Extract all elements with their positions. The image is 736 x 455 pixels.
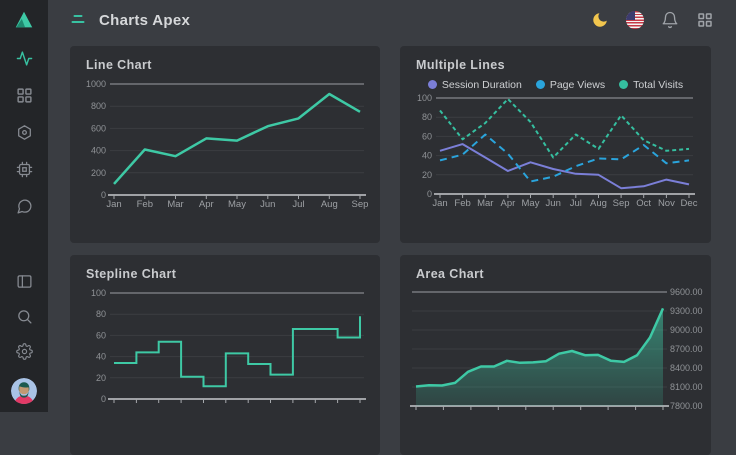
bell-icon[interactable] — [661, 11, 679, 29]
svg-text:Sep: Sep — [352, 199, 369, 210]
svg-text:7800.00: 7800.00 — [670, 401, 703, 411]
box-3d-icon[interactable] — [16, 124, 33, 141]
svg-text:Dec: Dec — [681, 198, 698, 209]
svg-text:Mar: Mar — [477, 198, 493, 209]
chat-icon[interactable] — [16, 198, 33, 215]
svg-text:1000: 1000 — [86, 79, 106, 89]
line-chart-card: Line Chart 0 200 400 600 800 1000 Jan Feb Mar Apr… — [70, 46, 380, 243]
sidebar-nav — [16, 50, 33, 215]
svg-text:60: 60 — [422, 131, 432, 141]
settings-icon[interactable] — [15, 343, 33, 360]
chart-svg: 0 20 40 60 80 100 — [91, 288, 366, 404]
header: Charts Apex — [48, 0, 736, 40]
svg-text:Aug: Aug — [590, 198, 607, 209]
svg-text:100: 100 — [91, 288, 106, 298]
svg-text:0: 0 — [101, 190, 106, 200]
svg-text:Jun: Jun — [260, 199, 275, 210]
svg-text:0: 0 — [101, 394, 106, 404]
stepline-chart-canvas: 0 20 40 60 80 100 — [84, 287, 366, 415]
svg-text:Apr: Apr — [501, 198, 516, 209]
us-flag-icon[interactable] — [626, 11, 644, 29]
svg-text:Jul: Jul — [570, 198, 582, 209]
sidebar-bottom — [11, 273, 37, 412]
search-icon[interactable] — [16, 308, 33, 325]
svg-text:Jan: Jan — [106, 199, 121, 210]
svg-text:Nov: Nov — [658, 198, 675, 209]
legend-dot — [535, 80, 545, 89]
svg-text:60: 60 — [96, 330, 106, 340]
multiple-lines-canvas: 0 20 40 60 80 100 Jan Feb Mar Apr May Jun Jul Aug Sep O… — [414, 93, 698, 213]
legend-item[interactable]: Total Visits — [619, 79, 683, 91]
svg-text:800: 800 — [91, 101, 106, 111]
card-title: Stepline Chart — [86, 267, 177, 281]
svg-text:8700.00: 8700.00 — [670, 344, 703, 354]
menu-toggle-icon[interactable] — [70, 14, 86, 26]
activity-icon[interactable] — [16, 50, 33, 67]
area-chart-card: Area Chart 7800.00 8100.00 8400.00 8700.00 9… — [400, 255, 711, 455]
svg-text:200: 200 — [91, 168, 106, 178]
svg-text:400: 400 — [91, 146, 106, 156]
card-title: Multiple Lines — [416, 58, 505, 72]
legend-dot — [619, 80, 629, 89]
chart-svg: 7800.00 8100.00 8400.00 8700.00 9000.00 9300.… — [410, 287, 703, 411]
svg-text:0: 0 — [427, 189, 432, 199]
svg-text:May: May — [522, 198, 540, 209]
svg-text:600: 600 — [91, 123, 106, 133]
svg-text:Jan: Jan — [432, 198, 447, 209]
svg-text:Jun: Jun — [546, 198, 561, 209]
svg-text:40: 40 — [96, 352, 106, 362]
apps-grid-icon[interactable] — [696, 11, 714, 29]
line-chart-canvas: 0 200 400 600 800 1000 Jan Feb Mar Apr May Jun Jul Au… — [84, 78, 369, 220]
svg-text:100: 100 — [417, 93, 432, 103]
stepline-chart-card: Stepline Chart 0 20 40 60 80 100 — [70, 255, 380, 455]
card-title: Area Chart — [416, 267, 484, 281]
svg-text:40: 40 — [422, 151, 432, 161]
svg-text:Apr: Apr — [199, 199, 214, 210]
chart-svg: 0 20 40 60 80 100 Jan Feb Mar Apr May Jun Jul Aug Sep O… — [417, 93, 698, 209]
multiple-lines-card: Multiple Lines Session Duration Page View… — [400, 46, 711, 243]
layout-icon[interactable] — [16, 273, 33, 290]
svg-text:Mar: Mar — [167, 199, 183, 210]
chart-legend: Session Duration Page Views Total Visits — [414, 78, 697, 91]
svg-text:Jul: Jul — [292, 199, 304, 210]
cpu-icon[interactable] — [16, 161, 33, 178]
svg-text:Aug: Aug — [321, 199, 338, 210]
legend-dot — [427, 80, 437, 89]
avatar-image — [11, 378, 37, 404]
legend-item[interactable]: Page Views — [535, 79, 605, 91]
svg-text:80: 80 — [96, 309, 106, 319]
svg-text:Sep: Sep — [613, 198, 630, 209]
svg-text:9300.00: 9300.00 — [670, 306, 703, 316]
sidebar — [0, 0, 48, 412]
svg-text:20: 20 — [96, 373, 106, 383]
svg-text:8100.00: 8100.00 — [670, 382, 703, 392]
header-actions — [591, 11, 714, 29]
page-title: Charts Apex — [99, 11, 191, 29]
svg-text:9600.00: 9600.00 — [670, 287, 703, 297]
svg-text:9000.00: 9000.00 — [670, 325, 703, 335]
moon-icon[interactable] — [591, 11, 609, 29]
svg-text:Oct: Oct — [636, 198, 651, 209]
logo-triangle-icon — [15, 11, 33, 28]
user-avatar[interactable] — [11, 378, 37, 404]
chart-svg: 0 200 400 600 800 1000 Jan Feb Mar Apr May Jun Jul Au… — [86, 79, 369, 210]
svg-text:May: May — [228, 199, 246, 210]
area-chart-canvas: 7800.00 8100.00 8400.00 8700.00 9000.00 9300.… — [410, 287, 703, 421]
app-logo[interactable] — [0, 0, 48, 40]
svg-text:Feb: Feb — [137, 199, 153, 210]
svg-text:20: 20 — [422, 170, 432, 180]
svg-text:8400.00: 8400.00 — [670, 363, 703, 373]
card-title: Line Chart — [86, 58, 152, 72]
svg-text:80: 80 — [422, 112, 432, 122]
dashboard-icon[interactable] — [16, 87, 33, 104]
content-grid: Line Chart 0 200 400 600 800 1000 Jan Feb Mar Apr… — [48, 40, 736, 455]
svg-text:Feb: Feb — [454, 198, 470, 209]
main-area: Charts Apex Line Chart 0 200 400 600 800 1000… — [48, 0, 736, 455]
legend-item[interactable]: Session Duration — [427, 79, 522, 91]
